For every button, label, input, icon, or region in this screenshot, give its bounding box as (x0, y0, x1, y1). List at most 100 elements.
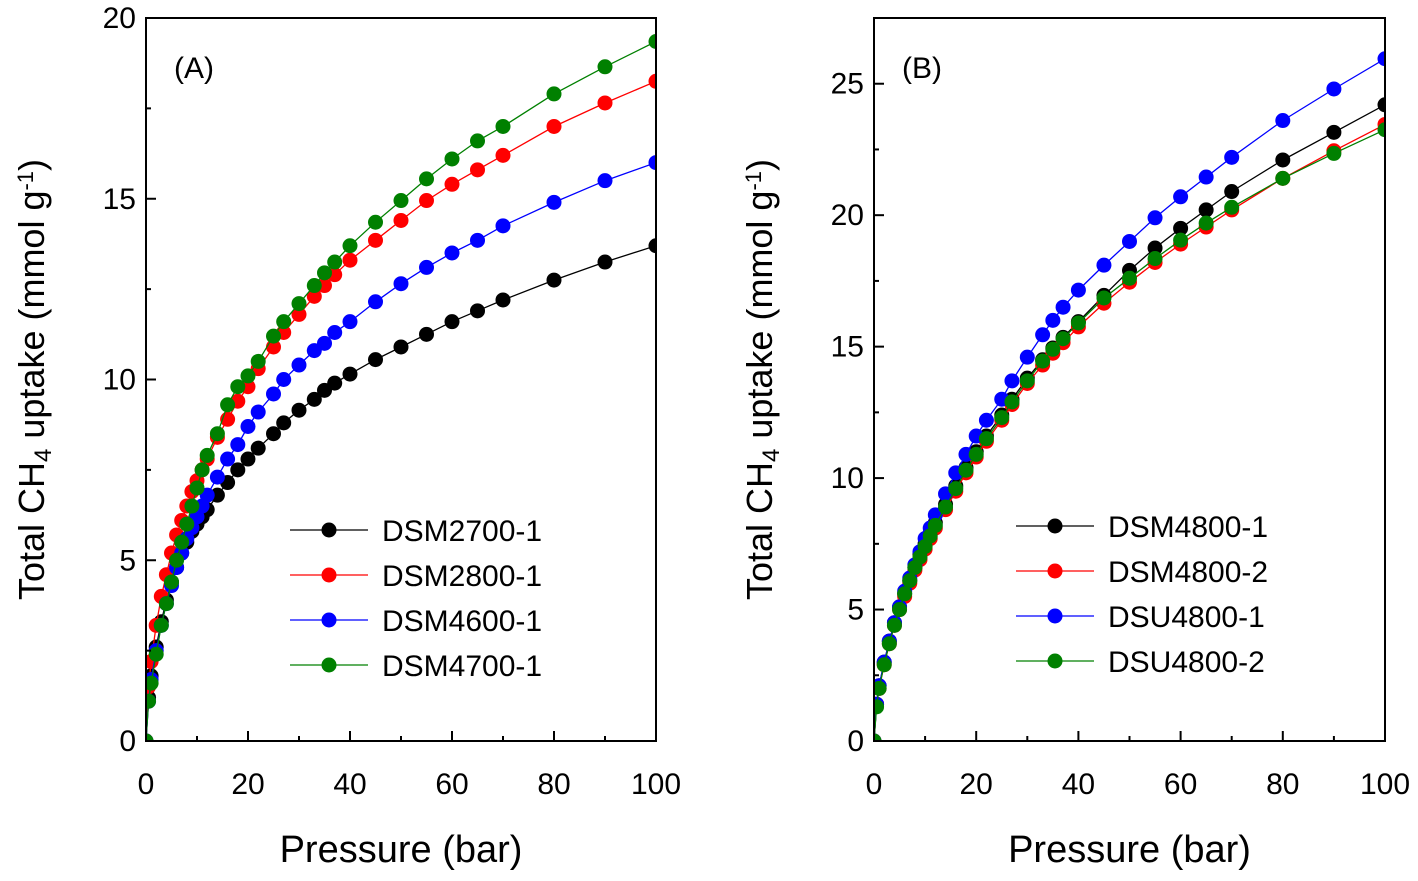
series-dsu4800-2-point (1055, 331, 1071, 347)
series-dsm4600-1-point (327, 325, 343, 341)
series-dsu4800-1-point (1035, 327, 1051, 343)
series-dsm4700-1-point (199, 447, 215, 463)
legend-label: DSM4800-1 (1108, 511, 1268, 544)
series-dsu4800-2-point (1035, 353, 1051, 369)
series-dsm4700-1 (146, 33, 656, 741)
series-dsu4800-2-point (978, 431, 994, 447)
series-dsm4600-1-point (470, 232, 485, 248)
series-dsm4700-1-point (240, 368, 256, 384)
legend-marker (321, 522, 337, 538)
series-dsu4800-2-point (1326, 145, 1342, 161)
y-axis-label-part: ) (739, 159, 780, 171)
series-dsu4800-1-point (1326, 81, 1342, 97)
series-dsm2700-1-point (495, 292, 511, 308)
series-dsu4800-2-point (1173, 232, 1189, 248)
y-axis-label-part: ) (11, 159, 52, 171)
y-axis-label-part: uptake (mmol g (11, 191, 52, 449)
legend-item: DSU4800-1 (1016, 601, 1265, 634)
series-dsm4700-1-point (148, 646, 164, 662)
series-dsm4700-1-point (146, 733, 154, 741)
series-dsm2700-1-point (291, 402, 307, 418)
series-dsm4700-1-point (393, 193, 409, 209)
series-dsu4800-1-point (1147, 210, 1163, 226)
series-dsu4800-2-point (1377, 122, 1385, 138)
series-dsm2700-1-point (648, 238, 656, 254)
series-dsm4700-1-point (189, 480, 205, 496)
x-tick-label: 60 (1164, 768, 1197, 801)
series-dsm4800-1-point (1224, 184, 1240, 200)
series-dsm2700-1-point (266, 426, 281, 442)
series-dsm4700-1-point (158, 596, 174, 612)
series-dsu4800-2-point (874, 733, 882, 741)
legend-item: DSM4600-1 (290, 605, 542, 638)
series-dsm2700-1-point (342, 366, 358, 382)
series-dsm2700-1-point (250, 440, 266, 456)
panel-label: (B) (902, 52, 942, 85)
legend-marker (1047, 653, 1063, 669)
series-dsu4800-2-point (1045, 341, 1061, 357)
series-dsu4800-2-point (994, 410, 1010, 426)
series-dsu4800-1-point (1173, 189, 1189, 205)
series-dsm4700-1-point (266, 328, 281, 344)
series-dsm4600-1-point (276, 372, 292, 387)
x-tick-label: 40 (333, 768, 366, 801)
series-dsu4800-2-point (874, 699, 885, 715)
series-dsu4800-1-point (1070, 282, 1086, 298)
series-dsm4700-1-point (184, 498, 200, 514)
x-tick-label: 80 (1266, 768, 1299, 801)
series-dsm2800-1-point (342, 252, 358, 268)
y-axis-label-part: Total CH (739, 462, 780, 600)
y-tick-label: 10 (103, 364, 136, 397)
x-tick-label: 80 (537, 768, 570, 801)
series-dsm2800-1-point (470, 162, 485, 178)
series-dsm4700-1-point (164, 574, 179, 590)
legend-marker (1047, 563, 1063, 579)
y-axis-label-part: 4 (758, 449, 785, 462)
y-tick-label: 15 (103, 183, 136, 216)
series-dsu4800-2-point (886, 617, 902, 633)
series-dsm4600-1-point (230, 437, 246, 453)
x-axis-label: Pressure (bar) (280, 829, 523, 871)
series-dsm4600-1-point (393, 276, 409, 292)
legend-marker (321, 657, 337, 673)
series-dsu4800-2-point (902, 573, 918, 589)
x-tick-label: 0 (866, 768, 883, 801)
series-dsm4600-1-point (317, 335, 332, 351)
series-dsm4800-1-point (1147, 240, 1163, 256)
series-dsu4800-1-point (1096, 257, 1112, 273)
y-tick-label: 0 (119, 725, 136, 758)
y-axis-label-part: uptake (mmol g (739, 191, 780, 449)
x-tick-label: 20 (231, 768, 264, 801)
series-dsm2700-1-point (327, 375, 343, 391)
series-dsm2700-1-point (597, 254, 613, 270)
series-dsm4700-1-point (317, 265, 332, 281)
series-dsm4700-1-point (470, 133, 485, 149)
series-dsu4800-1 (874, 51, 1385, 741)
legend-label: DSU4800-1 (1108, 601, 1265, 634)
series-dsm2700-1-point (444, 314, 460, 330)
series-dsm4700-1-point (444, 151, 460, 167)
series-dsm4600-1-point (342, 314, 358, 330)
series-dsm4700-1-point (276, 314, 292, 330)
series-dsm4700-1-point (209, 426, 225, 442)
series-dsm4700-1-point (306, 278, 322, 294)
series-dsm4700-1-point (419, 171, 434, 187)
x-tick-label: 100 (631, 768, 681, 801)
series-dsm4700-1-point (291, 296, 307, 312)
series-dsm4600-1-point (546, 194, 562, 210)
y-axis-label-part: 4 (30, 449, 57, 462)
series-dsu4800-2-point (1019, 373, 1035, 389)
series-dsm4600-1-point (266, 386, 281, 402)
series-dsu4800-1-line (874, 58, 1385, 741)
series-dsm4800-1-point (1377, 97, 1385, 113)
legend-item: DSM4800-1 (1016, 511, 1268, 544)
series-dsm4700-1-point (342, 238, 358, 254)
series-dsu4800-2-point (876, 657, 892, 673)
series-dsm4700-1-point (179, 516, 195, 532)
series-dsm4600-1-point (419, 259, 434, 275)
series-dsu4800-2-point (892, 602, 908, 618)
series-dsu4800-1-point (1224, 149, 1240, 165)
series-dsu4800-2-point (1004, 394, 1020, 410)
